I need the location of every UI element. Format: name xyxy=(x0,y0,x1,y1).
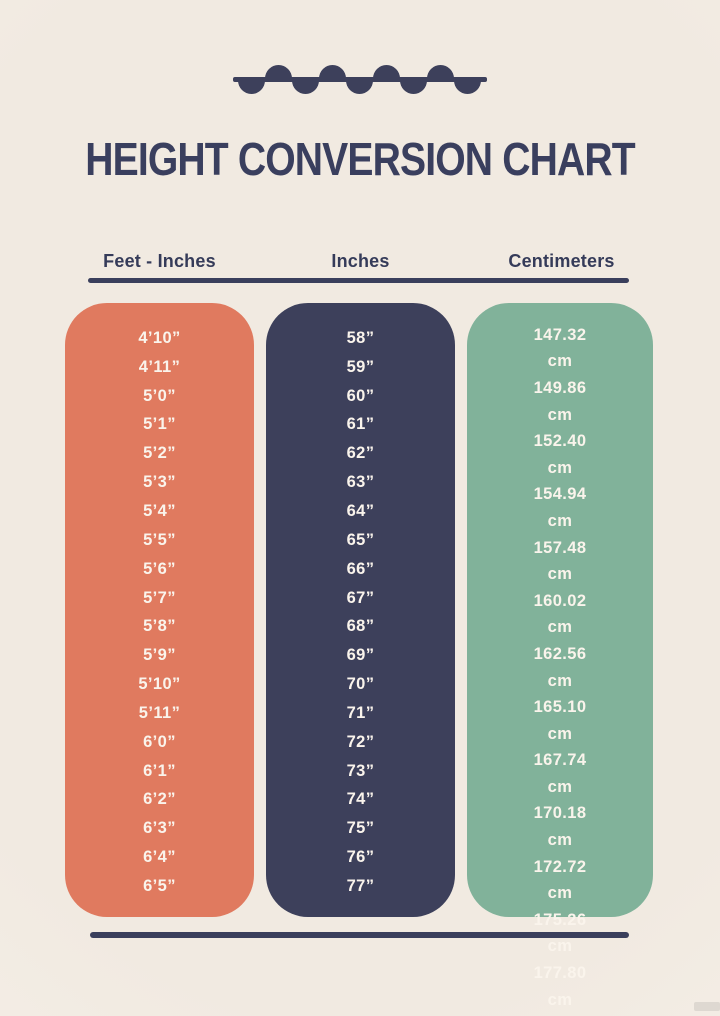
wave-bump xyxy=(238,79,265,94)
feet-inches-cell: 6’5” xyxy=(143,876,176,895)
centimeters-cell: 162.56 xyxy=(533,644,587,663)
centimeters-cell: 147.32 xyxy=(533,325,587,344)
centimeters-values: 147.32 cm 149.86 cm 152.40 cm 154.94 cm 157.48 cm… xyxy=(467,303,653,1013)
feet-inches-cell: 5’9” xyxy=(143,646,176,665)
header-rule xyxy=(88,278,629,283)
centimeters-cell: cm xyxy=(547,405,573,424)
wave-bump xyxy=(373,65,400,80)
centimeters-cell: 152.40 xyxy=(533,432,587,451)
centimeters-cell: cm xyxy=(547,671,573,690)
feet-inches-cell: 5’1” xyxy=(143,415,176,434)
feet-inches-cell: 5’2” xyxy=(143,444,176,463)
inches-values: 58” 59” 60” 61” 62” 63” 64” 65” 66” 67” 68” 69” 70” 7… xyxy=(266,303,455,901)
centimeters-column-box xyxy=(467,303,653,917)
feet-inches-cell: 5’10” xyxy=(138,675,181,694)
feet-inches-cell: 5’6” xyxy=(143,559,176,578)
centimeters-cell: cm xyxy=(547,724,573,743)
watermark-box xyxy=(694,1002,720,1011)
inches-cell: 71” xyxy=(346,703,375,722)
centimeters-cell: cm xyxy=(547,618,573,637)
inches-cell: 70” xyxy=(346,675,375,694)
wave-bump xyxy=(454,79,481,94)
inches-cell: 66” xyxy=(346,559,375,578)
centimeters-cell: 157.48 xyxy=(533,538,587,557)
wave-bump xyxy=(319,65,346,80)
centimeters-cell: cm xyxy=(547,511,573,530)
wave-bump xyxy=(265,65,292,80)
header-feet-inches: Feet - Inches xyxy=(103,251,216,271)
centimeters-cell: 170.18 xyxy=(533,804,587,823)
wave-divider-icon xyxy=(233,57,487,97)
page-title: HEIGHT CONVERSION CHART xyxy=(85,133,635,185)
feet-inches-cell: 5’4” xyxy=(143,501,176,520)
inches-cell: 64” xyxy=(346,501,375,520)
inches-cell: 67” xyxy=(346,588,375,607)
centimeters-cell: 175.26 xyxy=(533,910,587,929)
centimeters-cell: 154.94 xyxy=(533,485,587,504)
feet-inches-cell: 5’7” xyxy=(143,588,176,607)
inches-cell: 58” xyxy=(346,328,375,347)
inches-cell: 63” xyxy=(346,473,375,492)
feet-inches-cell: 5’0” xyxy=(143,386,176,405)
inches-cell: 59” xyxy=(346,357,375,376)
centimeters-cell: cm xyxy=(547,884,573,903)
feet-inches-values: 4’10” 4’11” 5’0” 5’1” 5’2” 5’3” 5’4” 5’5” 5’6” 5’… xyxy=(65,303,254,901)
feet-inches-cell: 4’10” xyxy=(138,328,181,347)
inches-cell: 62” xyxy=(346,444,375,463)
feet-inches-cell: 6’0” xyxy=(143,732,176,751)
inches-cell: 73” xyxy=(346,761,375,780)
inches-cell: 72” xyxy=(346,732,375,751)
centimeters-cell: cm xyxy=(547,937,573,956)
inches-cell: 68” xyxy=(346,617,375,636)
inches-cell: 75” xyxy=(346,819,375,838)
feet-inches-cell: 5’3” xyxy=(143,473,176,492)
inches-cell: 60” xyxy=(346,386,375,405)
inches-cell: 61” xyxy=(346,415,375,434)
feet-inches-cell: 6’1” xyxy=(143,761,176,780)
wave-bump xyxy=(292,79,319,94)
header-centimeters: Centimeters xyxy=(508,251,615,271)
feet-inches-cell: 6’4” xyxy=(143,848,176,867)
centimeters-cell: cm xyxy=(547,831,573,850)
wave-bump xyxy=(427,65,454,80)
feet-inches-cell: 5’8” xyxy=(143,617,176,636)
centimeters-cell: 177.80 xyxy=(533,964,587,983)
feet-inches-column-box xyxy=(65,303,254,917)
feet-inches-cell: 4’11” xyxy=(138,357,181,376)
inches-cell: 69” xyxy=(346,646,375,665)
feet-inches-cell: 6’2” xyxy=(143,790,176,809)
centimeters-cell: cm xyxy=(547,777,573,796)
inches-column-box xyxy=(266,303,455,917)
header-inches: Inches xyxy=(331,251,390,271)
inches-cell: 74” xyxy=(346,790,375,809)
centimeters-cell: 165.10 xyxy=(533,698,587,717)
centimeters-cell: 172.72 xyxy=(533,857,587,876)
feet-inches-cell: 5’5” xyxy=(143,530,176,549)
bottom-rule xyxy=(90,932,629,938)
inches-cell: 76” xyxy=(346,848,375,867)
centimeters-cell: cm xyxy=(547,458,573,477)
centimeters-cell: cm xyxy=(547,990,573,1009)
centimeters-cell: cm xyxy=(547,565,573,584)
centimeters-cell: 160.02 xyxy=(533,591,587,610)
inches-cell: 77” xyxy=(346,876,375,895)
wave-bump xyxy=(400,79,427,94)
inches-cell: 65” xyxy=(346,530,375,549)
feet-inches-cell: 5’11” xyxy=(138,703,181,722)
centimeters-cell: 167.74 xyxy=(533,751,587,770)
centimeters-cell: 149.86 xyxy=(533,378,587,397)
wave-bump xyxy=(346,79,373,94)
feet-inches-cell: 6’3” xyxy=(143,819,176,838)
centimeters-cell: cm xyxy=(547,352,573,371)
